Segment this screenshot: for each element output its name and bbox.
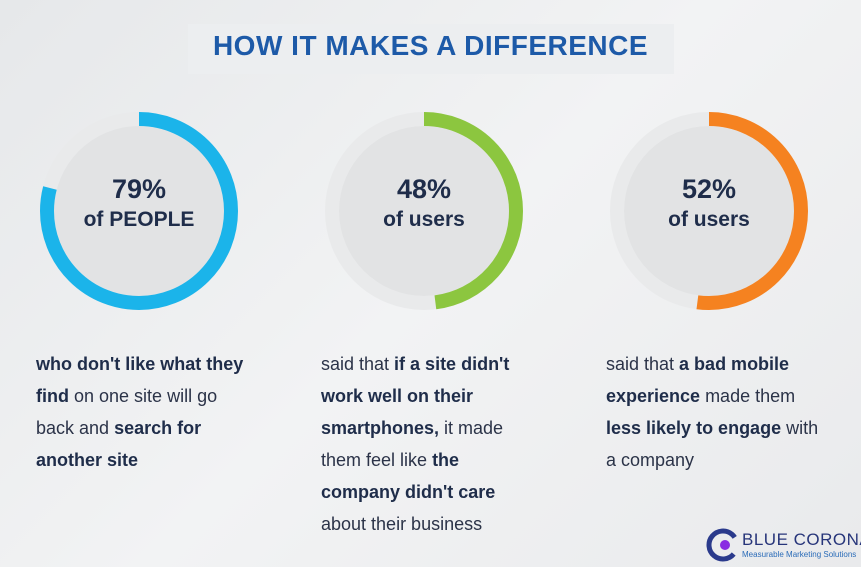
stat-percent: 52% <box>681 174 737 204</box>
logo-tagline: Measurable Marketing Solutions <box>742 550 857 559</box>
stat-percent: 48% <box>396 174 452 204</box>
ring-inner-disc <box>339 126 509 296</box>
stat-description-3: said that a bad mobile experience made t… <box>606 348 822 476</box>
stat-ring-3: 52% of users <box>606 108 812 314</box>
ring-inner-disc <box>624 126 794 296</box>
brand-logo: BLUE CORONA Measurable Marketing Solutio… <box>706 528 861 562</box>
ring-chart-2 <box>325 112 523 310</box>
description-emphasis: the company didn't care <box>321 450 496 502</box>
description-emphasis: if a site didn't work well on their smar… <box>321 354 510 438</box>
ring-value-arc <box>40 112 238 310</box>
ring-chart-1 <box>40 112 238 310</box>
stat-subtitle: of users <box>668 208 750 231</box>
description-emphasis: who don't like what they find <box>36 354 244 406</box>
stat-ring-1: 79% of PEOPLE <box>36 108 242 314</box>
ring-value-arc <box>610 112 808 310</box>
description-text: it made them feel like <box>321 418 504 470</box>
ring-inner-disc <box>54 126 224 296</box>
description-emphasis: a bad mobile experience <box>606 354 790 406</box>
ring-chart-3 <box>610 112 808 310</box>
description-text: on one site will go back and <box>36 386 218 438</box>
stat-subtitle: of users <box>383 208 465 231</box>
blue-corona-logo-icon <box>706 528 740 562</box>
description-text: said that <box>321 354 395 374</box>
description-emphasis: less likely to engage <box>606 418 782 438</box>
stat-description-2: said that if a site didn't work well on … <box>321 348 536 540</box>
logo-name: BLUE CORONA <box>742 530 861 549</box>
title-band <box>188 24 674 74</box>
stat-subtitle: of PEOPLE <box>83 208 195 231</box>
description-text: with a company <box>606 418 819 470</box>
description-text: about their business <box>321 514 483 534</box>
ring-value-arc <box>325 112 523 310</box>
stat-description-1: who don't like what they find on one sit… <box>36 348 258 476</box>
stat-ring-2: 48% of users <box>321 108 527 314</box>
description-text: made them <box>700 386 796 406</box>
page-title: HOW IT MAKES A DIFFERENCE <box>212 30 649 61</box>
description-text: said that <box>606 354 680 374</box>
description-emphasis: search for another site <box>36 418 202 470</box>
stat-percent: 79% <box>111 174 167 204</box>
